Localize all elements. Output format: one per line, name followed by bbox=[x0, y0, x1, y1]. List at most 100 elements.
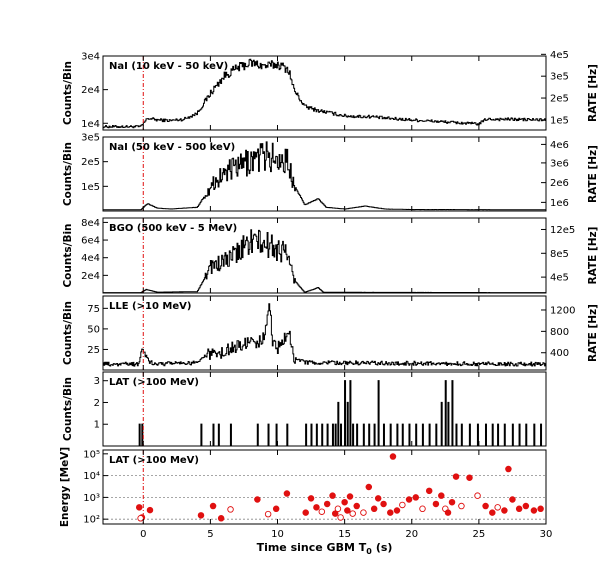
x-tick-label: 5 bbox=[207, 529, 213, 540]
lat-event-filled bbox=[283, 490, 291, 497]
panel-nai-high: 1e5 2e5 3e5 1e6 2e6 3e6 4e6 NaI (50 keV - 500 k… bbox=[62, 133, 599, 212]
right-tick-label: 8e5 bbox=[550, 249, 569, 260]
lat-count-bin bbox=[310, 423, 313, 446]
panel-label: BGO (500 keV - 5 MeV) bbox=[109, 223, 237, 234]
panel-label: LAT (>100 MeV) bbox=[109, 455, 199, 466]
lat-count-bin bbox=[428, 423, 431, 446]
panel-frame bbox=[102, 136, 547, 212]
panel-label: NaI (50 keV - 500 keV) bbox=[109, 142, 235, 153]
lat-event-filled bbox=[331, 510, 339, 517]
lat-event-filled bbox=[444, 509, 452, 516]
panel-frame bbox=[102, 55, 547, 131]
lat-count-bin bbox=[401, 423, 404, 446]
x-tick-label: 25 bbox=[473, 529, 486, 540]
lat-count-bin bbox=[346, 401, 349, 446]
panel-plot-area bbox=[135, 453, 544, 522]
panel-frame bbox=[102, 295, 547, 371]
panel-frame bbox=[102, 449, 547, 525]
lat-count-bin bbox=[340, 423, 343, 446]
lat-event-filled bbox=[387, 509, 394, 516]
x-tick-label: 30 bbox=[540, 529, 553, 540]
lat-count-bin bbox=[421, 423, 424, 446]
lat-count-bin bbox=[337, 401, 340, 446]
panel-label: LLE (>10 MeV) bbox=[109, 301, 191, 312]
lat-count-bin bbox=[286, 423, 289, 446]
x-tick-label: 0 bbox=[140, 529, 146, 540]
lat-count-bin bbox=[460, 423, 463, 446]
lat-event-filled bbox=[501, 507, 508, 514]
x-axis-label-subscript: 0 bbox=[366, 547, 372, 556]
lat-event-filled bbox=[302, 509, 309, 516]
right-axis-label: RATE [Hz] bbox=[587, 145, 599, 203]
right-tick-label: 4e5 bbox=[550, 273, 569, 284]
lat-event-filled bbox=[515, 505, 523, 513]
panel-nai-low: 1e4 2e4 3e4 1e5 2e5 3e5 4e5 NaI (10 keV - 50 ke… bbox=[62, 50, 599, 131]
lat-count-bin bbox=[382, 423, 385, 446]
lat-count-bin bbox=[408, 423, 411, 446]
lat-event-filled bbox=[329, 492, 336, 499]
lat-count-bin bbox=[455, 423, 458, 446]
lat-event-open bbox=[334, 505, 342, 513]
lat-count-bin bbox=[334, 423, 337, 446]
lat-count-bin bbox=[497, 423, 500, 446]
right-tick-label: 3e5 bbox=[550, 72, 569, 83]
y-tick-label: 10² bbox=[83, 515, 100, 526]
y-axis-label: Counts/Bin bbox=[62, 223, 74, 287]
y-tick-label: 75 bbox=[87, 304, 100, 315]
lat-event-filled bbox=[209, 502, 217, 510]
lat-event-open bbox=[399, 501, 406, 509]
y-tick-label: 10³ bbox=[83, 493, 100, 504]
lat-event-filled bbox=[344, 507, 351, 514]
y-tick-label: 3e5 bbox=[81, 133, 100, 144]
lat-count-bin bbox=[356, 423, 359, 446]
right-tick-label: 400 bbox=[550, 348, 569, 359]
lat-count-bin bbox=[468, 423, 471, 446]
lat-count-bin bbox=[476, 423, 479, 446]
y-axis-label: Counts/Bin bbox=[62, 301, 74, 365]
lat-count-bin bbox=[503, 423, 506, 446]
lat-event-open bbox=[318, 508, 326, 515]
right-tick-label: 4e6 bbox=[550, 140, 569, 151]
y-tick-label: 4e4 bbox=[81, 253, 100, 264]
lat-count-bin bbox=[344, 380, 347, 446]
lat-count-bin bbox=[396, 423, 399, 446]
y-tick-label: 3e4 bbox=[81, 52, 100, 63]
lat-event-open bbox=[494, 504, 501, 511]
y-tick-label: 8e4 bbox=[81, 218, 100, 229]
lat-event-filled bbox=[346, 493, 354, 500]
lat-event-filled bbox=[482, 502, 489, 510]
lat-count-bin bbox=[305, 423, 308, 446]
lat-count-bin bbox=[377, 380, 380, 446]
right-tick-label: 4e5 bbox=[550, 50, 569, 61]
lat-event-filled bbox=[389, 453, 397, 460]
lat-event-open bbox=[474, 492, 481, 499]
panel-lat-energy: 10² 10³ 10⁴ 10⁵ LAT (>100 MeV) Energy [MeV] bbox=[59, 447, 547, 527]
right-axis-label: RATE [Hz] bbox=[587, 227, 599, 285]
lat-count-bin bbox=[256, 423, 259, 446]
lat-event-filled bbox=[135, 504, 143, 511]
lat-count-bin bbox=[373, 423, 376, 446]
lat-count-bin bbox=[212, 423, 215, 446]
right-axis-label: RATE [Hz] bbox=[587, 64, 599, 122]
lat-event-filled bbox=[323, 500, 331, 508]
y-tick-label: 6e4 bbox=[81, 236, 100, 247]
lat-event-open bbox=[227, 506, 234, 513]
y-tick-label: 10⁴ bbox=[83, 471, 100, 482]
lat-event-open bbox=[419, 505, 426, 513]
y-tick-label: 2e4 bbox=[81, 85, 100, 96]
lat-event-filled bbox=[341, 498, 348, 506]
y-tick-label: 2e5 bbox=[81, 157, 100, 168]
lat-event-filled bbox=[197, 512, 205, 519]
lat-count-bin bbox=[326, 423, 329, 446]
lat-count-bin bbox=[440, 401, 443, 446]
lat-count-bin bbox=[315, 423, 318, 446]
y-tick-label: 1e4 bbox=[81, 119, 100, 130]
lat-count-bin bbox=[352, 423, 355, 446]
right-axis-label: RATE [Hz] bbox=[587, 304, 599, 362]
lat-count-bin bbox=[321, 423, 324, 446]
light-curve-nai-low bbox=[103, 58, 546, 129]
lat-event-filled bbox=[393, 507, 401, 514]
lat-count-bin bbox=[362, 423, 365, 446]
lat-count-bin bbox=[267, 423, 270, 446]
